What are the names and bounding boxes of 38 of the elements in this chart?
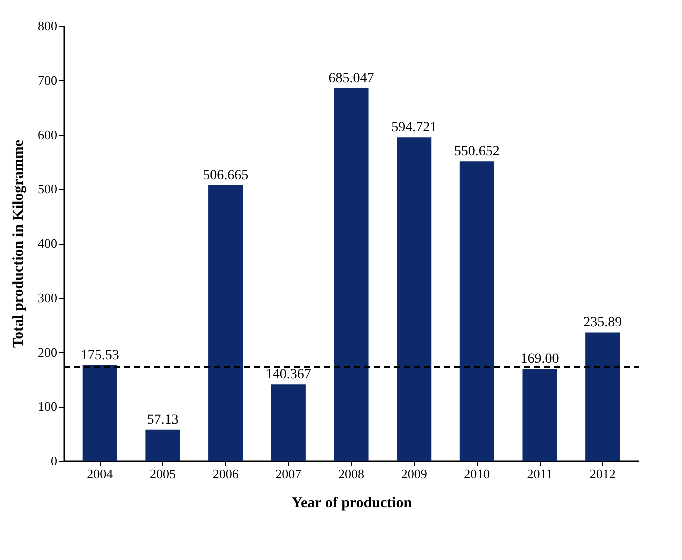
y-tick-label: 200 (38, 344, 58, 360)
bar (271, 384, 306, 461)
x-tick-label: 2005 (150, 466, 176, 482)
data-label: 235.89 (584, 316, 622, 331)
x-tick-label: 2008 (338, 466, 364, 482)
x-tick-label: 2007 (276, 466, 302, 482)
x-tick-label: 2009 (401, 466, 428, 482)
x-tick-label: 2012 (590, 466, 616, 482)
data-label: 169.00 (520, 352, 560, 368)
y-tick-label: 300 (38, 290, 58, 306)
y-tick-label: 100 (38, 399, 58, 414)
y-tick-label: 800 (38, 18, 58, 34)
bar (397, 138, 432, 461)
data-label: 594.721 (392, 120, 438, 136)
y-tick-label: 0 (51, 454, 58, 468)
x-tick-label: 2011 (527, 466, 553, 482)
x-tick-label: 2006 (212, 466, 240, 482)
bar (208, 186, 244, 461)
y-tick-label: 600 (38, 127, 58, 142)
y-tick-label: 500 (38, 182, 58, 197)
data-label: 140.367 (266, 368, 312, 383)
y-tick-label: 400 (38, 236, 58, 251)
x-axis-title: Year of production (292, 496, 413, 512)
bar (522, 369, 558, 461)
data-label: 175.53 (80, 348, 120, 364)
bar (586, 332, 620, 461)
y-tick-label: 700 (38, 72, 58, 88)
data-label: 57.13 (147, 412, 179, 428)
data-label: 506.665 (203, 168, 249, 184)
y-axis-title: Total production in Kilogramme (11, 140, 27, 348)
data-label: 685.047 (328, 72, 374, 87)
x-tick-label: 2004 (87, 466, 114, 482)
x-tick-label: 2010 (464, 466, 490, 482)
bar (82, 366, 118, 461)
bar (146, 430, 180, 461)
data-label: 550.652 (454, 144, 500, 160)
bar (334, 88, 369, 461)
bar (460, 162, 494, 461)
